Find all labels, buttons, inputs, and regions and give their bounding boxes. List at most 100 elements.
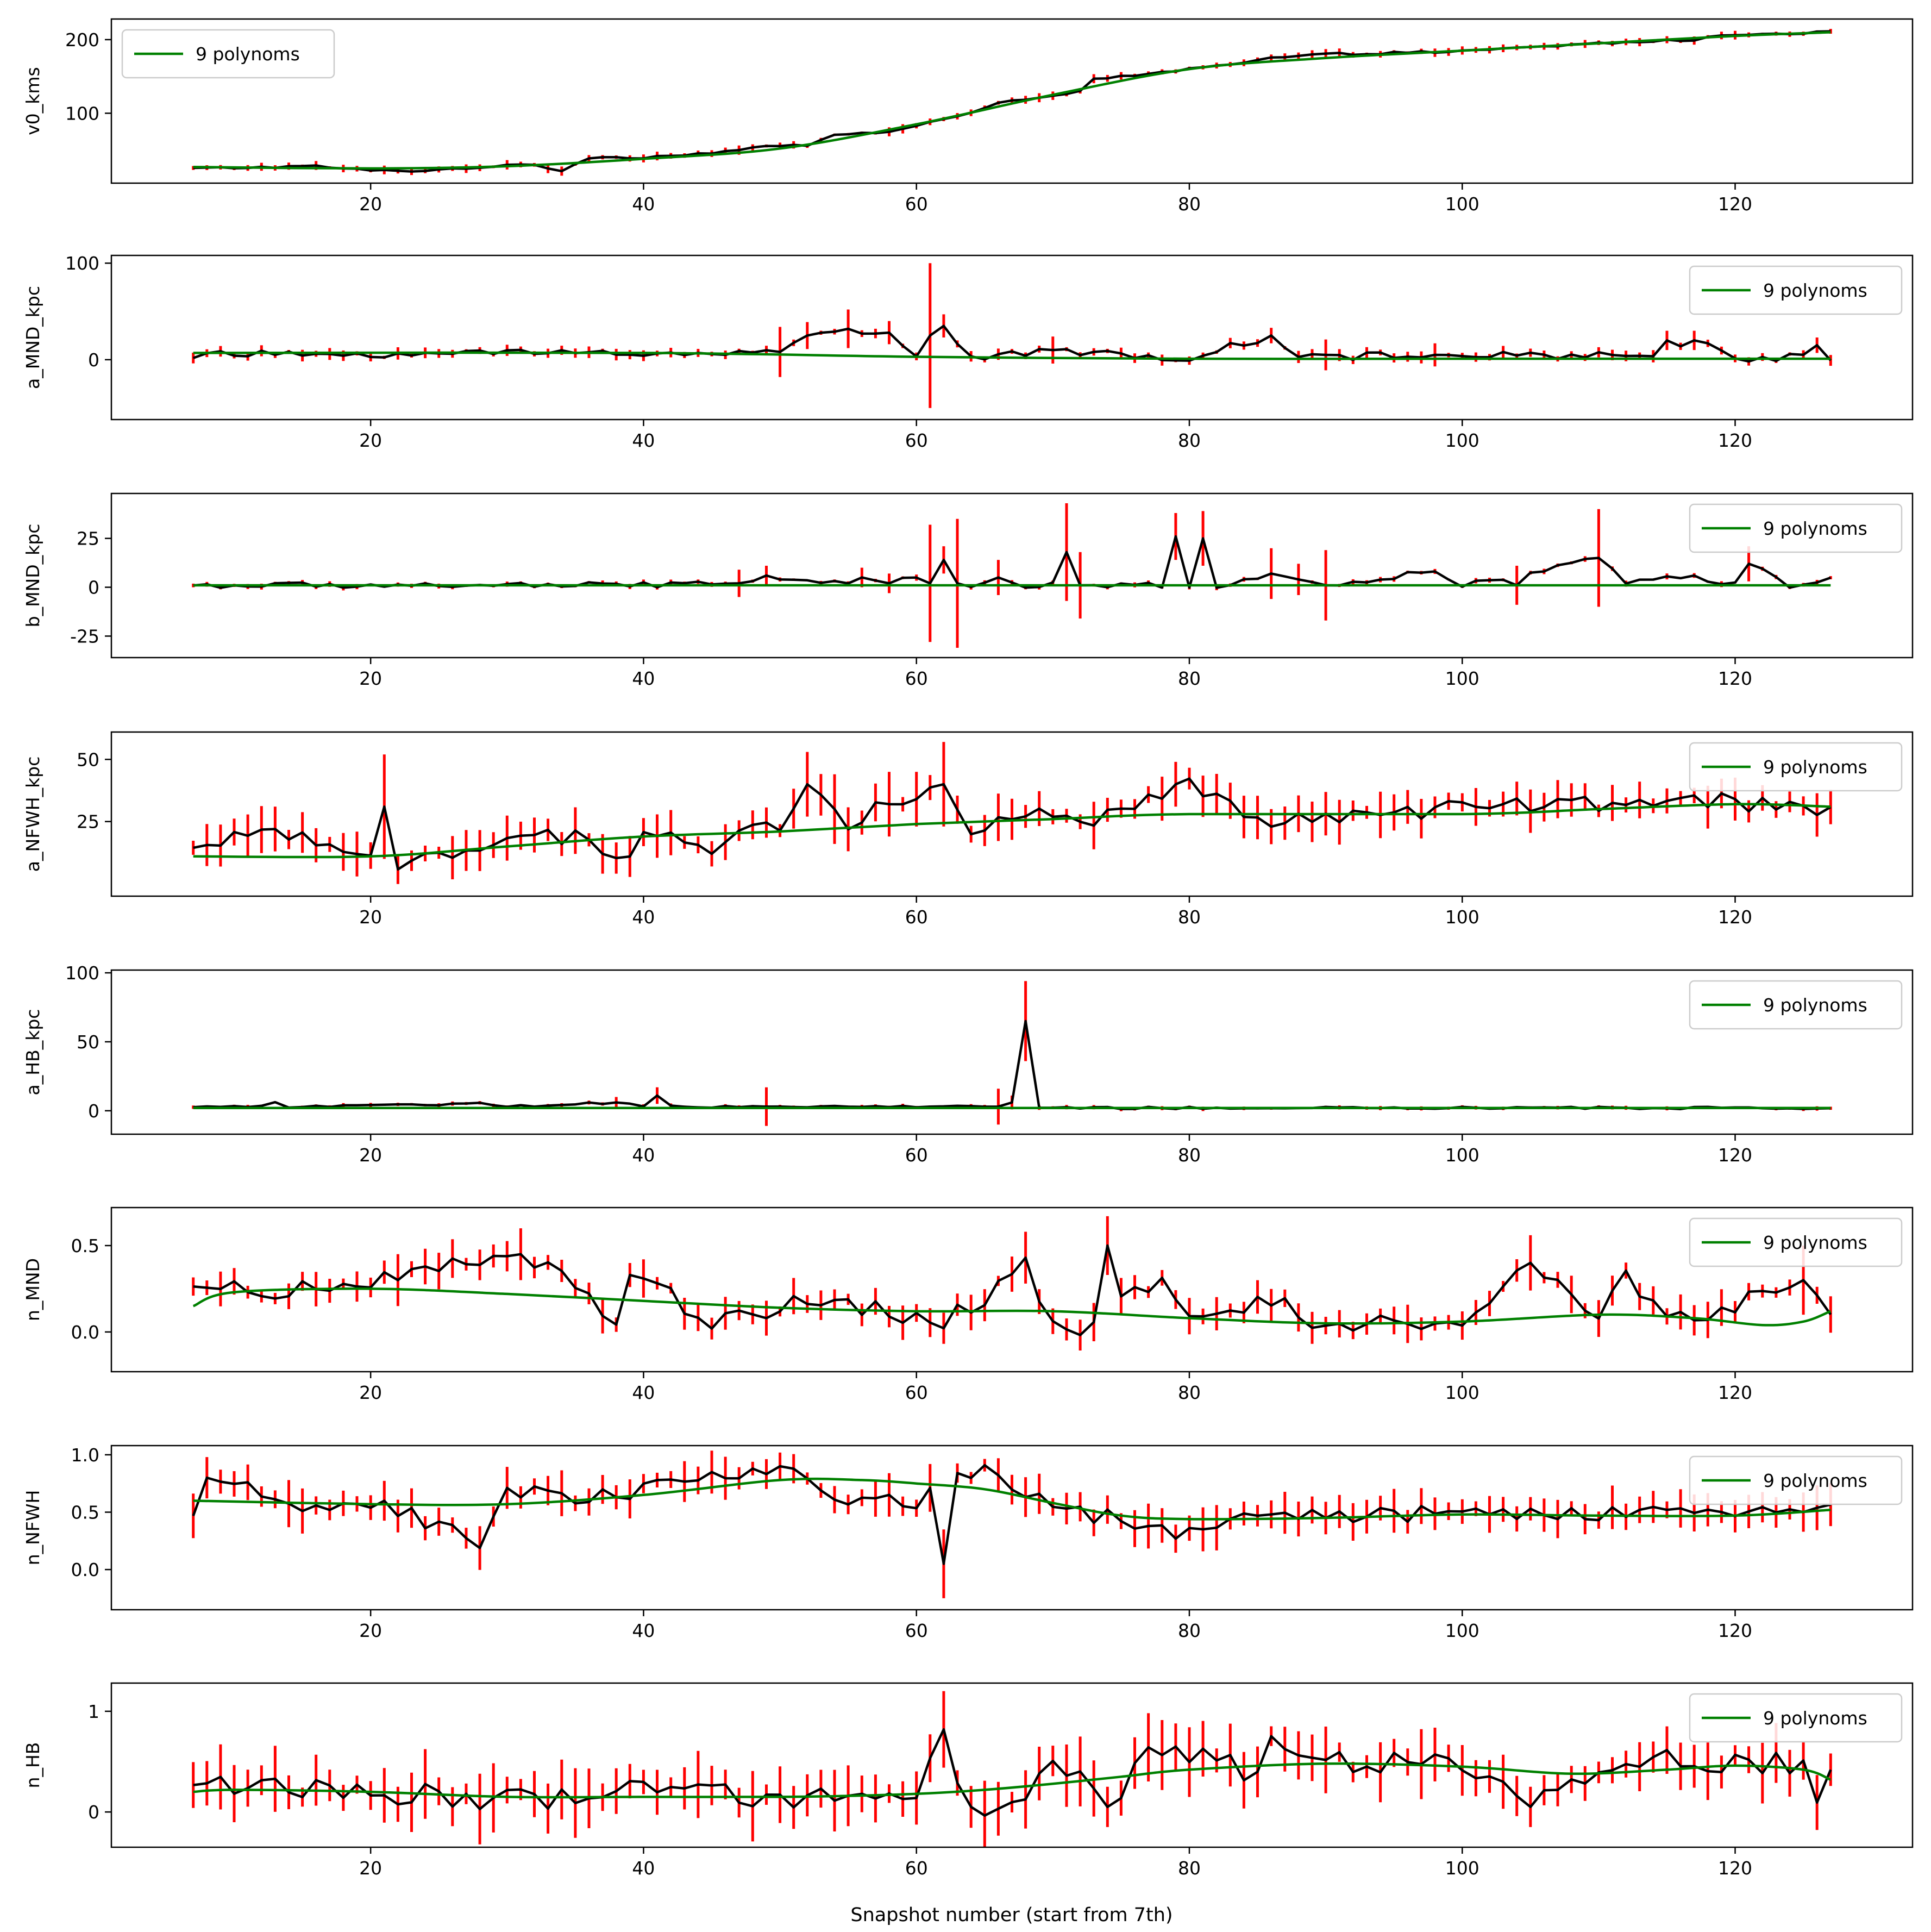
x-tick-label: 20 [359, 1145, 382, 1166]
y-axis-label: a_HB_kpc [22, 1009, 43, 1096]
y-tick-label: 0 [88, 1101, 99, 1122]
data-series-line [192, 1464, 1831, 1565]
y-tick-label: 0 [88, 1802, 99, 1823]
axes-frame [110, 1206, 1914, 1373]
legend: 9 polynoms [1689, 742, 1903, 792]
legend-label: 9 polynoms [196, 43, 300, 65]
legend-label: 9 polynoms [1763, 1232, 1867, 1253]
legend: 9 polynoms [1689, 1455, 1903, 1505]
plot-area [192, 1216, 1832, 1350]
y-tick-label: 0 [88, 349, 99, 371]
x-tick-label: 60 [905, 430, 928, 451]
legend-label: 9 polynoms [1763, 518, 1867, 539]
subplot-n_MND: 20 40 60 80 100 120 0.0 0.5 n_MND 9 polynoms [22, 1206, 1914, 1403]
legend: 9 polynoms [1689, 980, 1903, 1030]
x-tick-label: 40 [632, 1620, 655, 1641]
y-tick-label: 100 [65, 103, 99, 124]
legend-box [1689, 980, 1903, 1030]
x-tick-label: 60 [905, 1620, 928, 1641]
x-tick-label: 20 [359, 430, 382, 451]
plot-area [192, 1450, 1832, 1598]
x-tick-label: 120 [1718, 1858, 1752, 1879]
axes-frame [110, 254, 1914, 421]
x-tick-label: 100 [1445, 430, 1479, 451]
x-tick-label: 120 [1718, 668, 1752, 689]
subplot-n_HB: 20 40 60 80 100 120 0 1 n_HB 9 polynoms [22, 1682, 1914, 1879]
x-tick-label: 80 [1178, 1382, 1201, 1403]
legend-box [1689, 1693, 1903, 1743]
x-tick-label: 100 [1445, 1620, 1479, 1641]
y-tick-label: 200 [65, 29, 99, 51]
legend-label: 9 polynoms [1763, 1708, 1867, 1729]
subplot-a_MND_kpc: 20 40 60 80 100 120 0 100 a_MND_kpc 9 polynoms [22, 253, 1914, 451]
y-tick-label: 1.0 [71, 1445, 99, 1466]
x-tick-label: 60 [905, 1858, 928, 1879]
subplot-v0_kms: 20 40 60 80 100 120 100 200 v0_kms 9 polynoms [22, 18, 1914, 215]
y-tick-label: 0 [88, 577, 99, 598]
legend: 9 polynoms [1689, 1217, 1903, 1267]
y-tick-label: 50 [77, 1031, 99, 1053]
x-tick-label: 20 [359, 1620, 382, 1641]
legend-box [1689, 503, 1903, 553]
y-tick-label: 100 [65, 253, 99, 274]
y-axis-label: n_MND [22, 1258, 43, 1321]
x-tick-label: 40 [632, 1382, 655, 1403]
x-tick-label: 20 [359, 906, 382, 928]
x-tick-label: 100 [1445, 1382, 1479, 1403]
legend: 9 polynoms [1689, 1693, 1903, 1743]
x-tick-label: 120 [1718, 430, 1752, 451]
y-tick-label: 0.0 [71, 1322, 99, 1343]
legend-box [1689, 265, 1903, 315]
legend: 9 polynoms [1689, 503, 1903, 553]
legend-label: 9 polynoms [1763, 995, 1867, 1016]
data-series-line [193, 1244, 1832, 1336]
x-tick-label: 40 [632, 193, 655, 215]
y-axis-label: a_MND_kpc [22, 286, 43, 389]
axes-frame [110, 18, 1914, 184]
x-tick-label: 40 [632, 430, 655, 451]
legend: 9 polynoms [1689, 265, 1903, 315]
x-tick-label: 100 [1445, 193, 1479, 215]
y-tick-label: 25 [77, 528, 99, 549]
x-tick-label: 120 [1718, 193, 1752, 215]
y-axis-label: n_HB [22, 1742, 43, 1789]
x-tick-label: 80 [1178, 1858, 1201, 1879]
x-tick-label: 20 [359, 1858, 382, 1879]
axes-frame [110, 492, 1914, 659]
x-tick-label: 100 [1445, 906, 1479, 928]
axes-frame [110, 969, 1914, 1135]
x-tick-label: 120 [1718, 1620, 1752, 1641]
y-axis-label: a_NFWH_kpc [22, 756, 43, 872]
x-tick-label: 80 [1178, 193, 1201, 215]
x-axis-label: Snapshot number (start from 7th) [850, 1904, 1173, 1926]
y-tick-label: 50 [77, 749, 99, 770]
y-tick-label: 100 [65, 962, 99, 984]
x-tick-label: 80 [1178, 1620, 1201, 1641]
x-tick-label: 120 [1718, 1382, 1752, 1403]
legend-box [1689, 1217, 1903, 1267]
x-tick-label: 40 [632, 1858, 655, 1879]
x-tick-label: 80 [1178, 430, 1201, 451]
x-tick-label: 120 [1718, 1145, 1752, 1166]
legend-label: 9 polynoms [1763, 1470, 1867, 1491]
x-tick-label: 120 [1718, 906, 1752, 928]
legend-label: 9 polynoms [1763, 756, 1867, 778]
fit-line-9-polynoms [193, 1477, 1831, 1521]
x-tick-label: 80 [1178, 1145, 1201, 1166]
fit-line-9-polynoms [193, 1762, 1832, 1799]
y-tick-label: 0.0 [71, 1559, 99, 1580]
subplot-n_NFWH: 20 40 60 80 100 120 0.0 0.5 1.0 n_NFWH 9 polynoms [22, 1445, 1914, 1641]
fit-line-9-polynoms [192, 1287, 1832, 1327]
subplot-b_MND_kpc: 20 40 60 80 100 120 -25 0 25 b_MND_kpc 9 polynoms [22, 492, 1914, 689]
y-tick-label: 0.5 [71, 1502, 99, 1523]
axes-frame [110, 1682, 1914, 1848]
plot-area [192, 29, 1832, 176]
x-tick-label: 20 [359, 1382, 382, 1403]
x-tick-label: 40 [632, 1145, 655, 1166]
axes-frame [110, 731, 1914, 897]
subplot-a_NFWH_kpc: 20 40 60 80 100 120 25 50 a_NFWH_kpc 9 polynoms [22, 731, 1914, 928]
x-tick-label: 80 [1178, 906, 1201, 928]
x-tick-label: 60 [905, 193, 928, 215]
fit-line-9-polynoms [193, 351, 1831, 360]
